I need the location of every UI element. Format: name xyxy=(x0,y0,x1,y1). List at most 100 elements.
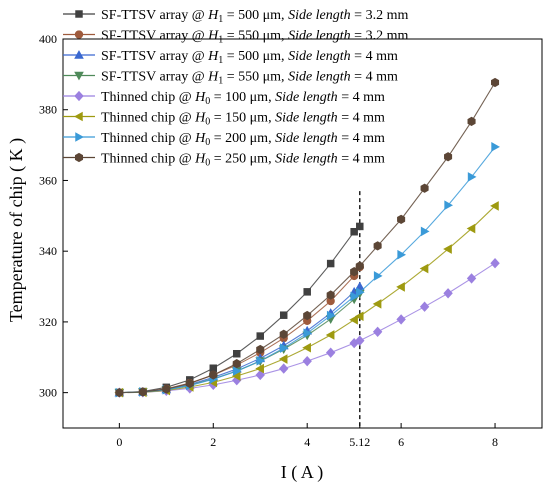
y-tick-label: 300 xyxy=(39,386,57,400)
ticks-layer: 0 2 4 5.12 6 8 300 320 340 360 380 400 xyxy=(39,32,498,449)
y-tick-label: 380 xyxy=(39,103,57,117)
data-point xyxy=(443,288,453,299)
legend-label: SF-TTSV array @ H1 = 500 μm, Side length… xyxy=(101,49,398,66)
legend-entry-2: SF-TTSV array @ H1 = 550 μm, Side length… xyxy=(63,29,408,46)
data-point xyxy=(444,200,453,211)
data-point xyxy=(325,330,335,340)
x-tick-label: 5.12 xyxy=(349,435,370,449)
y-axis-title: Temperature of chip ( K ) xyxy=(6,138,27,322)
legend-label: SF-TTSV array @ H1 = 550 μm, Side length… xyxy=(101,70,398,87)
data-point xyxy=(373,241,382,251)
legend-entry-3: SF-TTSV array @ H1 = 500 μm, Side length… xyxy=(63,49,398,66)
data-point xyxy=(303,328,313,339)
data-point xyxy=(355,261,364,271)
data-point xyxy=(397,249,407,260)
data-point xyxy=(278,354,288,364)
data-point xyxy=(356,287,365,298)
data-point xyxy=(232,358,241,369)
legend-label: Thinned chip @ H0 = 200 μm, Side length … xyxy=(101,131,385,148)
data-point xyxy=(74,111,83,122)
data-point xyxy=(233,366,242,376)
data-point xyxy=(302,342,311,353)
y-tick-label: 400 xyxy=(39,32,57,46)
data-point xyxy=(372,326,383,337)
data-point xyxy=(162,384,171,394)
data-point xyxy=(74,30,84,39)
data-point xyxy=(255,369,265,381)
data-point xyxy=(255,363,264,374)
data-point xyxy=(420,226,430,237)
data-point xyxy=(397,214,406,224)
data-point xyxy=(355,335,365,346)
data-point xyxy=(354,311,364,322)
legend-entry-1: SF-TTSV array @ H1 = 500 μm, Side length… xyxy=(63,8,408,25)
data-point xyxy=(279,363,289,374)
data-point xyxy=(303,288,311,296)
data-point xyxy=(490,201,499,211)
data-point xyxy=(419,263,429,274)
data-point xyxy=(356,222,364,231)
legend-entry-8: Thinned chip @ H0 = 250 μm, Side length … xyxy=(63,152,385,169)
x-tick-label: 8 xyxy=(492,435,498,449)
data-point xyxy=(279,311,288,319)
legend-entry-5: Thinned chip @ H0 = 100 μm, Side length … xyxy=(63,90,385,107)
data-point xyxy=(74,152,84,163)
data-point xyxy=(256,332,264,340)
data-point xyxy=(74,90,84,102)
legend: SF-TTSV array @ H1 = 500 μm, Side length… xyxy=(63,8,408,169)
legend-label: Thinned chip @ H0 = 150 μm, Side length … xyxy=(101,111,385,128)
data-point xyxy=(350,291,360,302)
series-layer xyxy=(114,77,500,398)
x-axis-title: I ( A ) xyxy=(281,462,324,483)
data-point xyxy=(185,378,194,389)
data-point xyxy=(326,290,335,300)
y-tick-label: 340 xyxy=(39,244,57,258)
legend-label: Thinned chip @ H0 = 100 μm, Side length … xyxy=(101,90,385,107)
data-point xyxy=(303,310,312,321)
data-point xyxy=(350,227,358,236)
data-point xyxy=(209,370,218,380)
data-point xyxy=(467,172,477,182)
data-point xyxy=(326,310,336,321)
data-point xyxy=(138,387,147,397)
plot-border xyxy=(62,38,543,429)
data-point xyxy=(466,223,476,234)
data-point xyxy=(467,116,476,127)
data-point xyxy=(74,50,84,59)
data-point xyxy=(490,258,500,269)
data-point xyxy=(444,152,453,162)
y-tick-label: 360 xyxy=(39,173,57,187)
data-point xyxy=(396,314,406,325)
legend-entry-4: SF-TTSV array @ H1 = 550 μm, Side length… xyxy=(63,70,398,87)
data-point xyxy=(75,132,84,142)
data-point xyxy=(233,349,241,358)
x-tick-label: 0 xyxy=(116,435,122,449)
data-point xyxy=(115,387,124,398)
data-point xyxy=(373,271,383,281)
legend-label: SF-TTSV array @ H1 = 550 μm, Side length… xyxy=(101,29,408,46)
data-point xyxy=(279,329,288,339)
data-point xyxy=(256,355,266,366)
series-6 xyxy=(114,201,499,398)
y-tick-label: 320 xyxy=(39,315,57,329)
legend-entry-7: Thinned chip @ H0 = 200 μm, Side length … xyxy=(63,131,385,148)
data-point xyxy=(420,183,429,193)
data-point xyxy=(349,314,358,325)
series-line xyxy=(119,205,496,394)
data-point xyxy=(491,77,500,88)
data-point xyxy=(256,344,265,355)
x-tick-label: 2 xyxy=(210,435,216,449)
data-point xyxy=(75,10,83,18)
data-point xyxy=(326,259,335,268)
x-tick-label: 6 xyxy=(398,435,404,449)
legend-entry-6: Thinned chip @ H0 = 150 μm, Side length … xyxy=(63,111,385,128)
data-point xyxy=(279,343,289,353)
series-8 xyxy=(115,77,500,398)
data-point xyxy=(396,282,405,292)
data-point xyxy=(74,71,84,81)
x-tick-label: 4 xyxy=(304,435,310,449)
data-point xyxy=(372,299,382,309)
legend-label: Thinned chip @ H0 = 250 μm, Side length … xyxy=(101,152,385,169)
